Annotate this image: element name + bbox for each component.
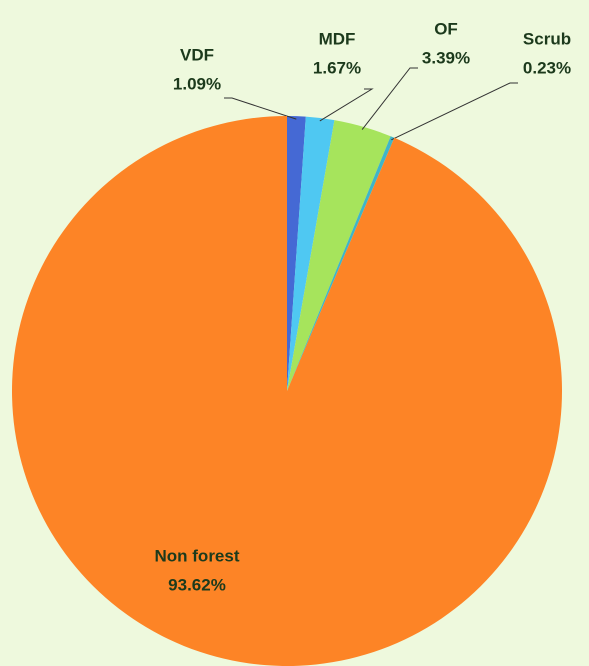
leader-line	[224, 97, 297, 120]
slice-value-label: 93.62%	[168, 575, 226, 594]
pie-slice	[287, 116, 335, 391]
slice-value-label: 1.09%	[173, 74, 221, 93]
slice-value-label: 0.23%	[523, 58, 571, 77]
slice-value-label: 3.39%	[422, 48, 470, 67]
pie-slice	[287, 136, 395, 391]
slice-label: OF	[434, 19, 458, 38]
pie-slice	[287, 120, 391, 391]
pie-slice	[11, 116, 563, 666]
leader-line	[319, 88, 374, 122]
slice-label: Non forest	[155, 546, 240, 565]
slice-label: MDF	[319, 29, 356, 48]
slice-label: Scrub	[523, 29, 571, 48]
slice-label: VDF	[180, 45, 214, 64]
pie-slice	[287, 116, 306, 391]
leader-line	[361, 67, 418, 130]
slice-value-label: 1.67%	[313, 58, 361, 77]
leader-line	[391, 82, 518, 141]
